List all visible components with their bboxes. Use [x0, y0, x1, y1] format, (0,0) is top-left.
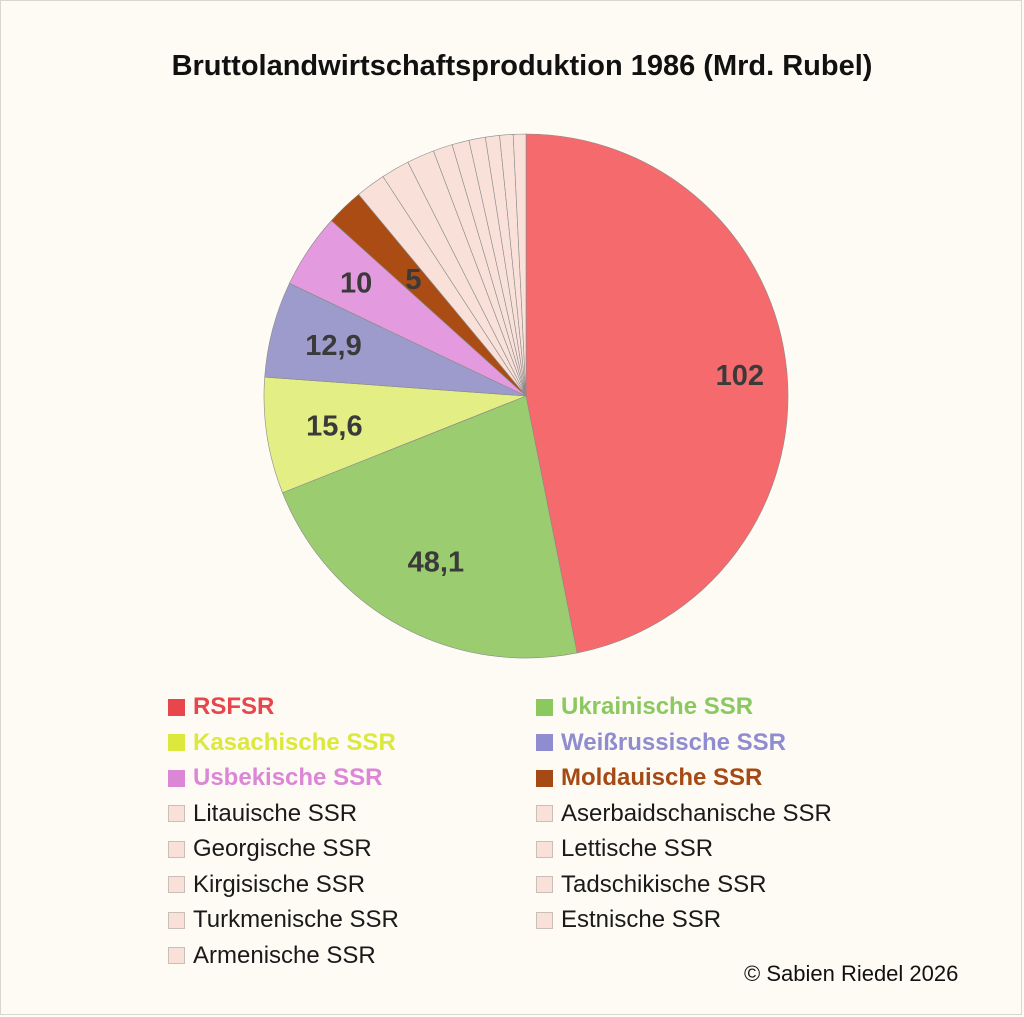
- legend-item: Tadschikische SSR: [536, 871, 766, 899]
- legend-swatch: [536, 698, 553, 716]
- legend-swatch: [168, 769, 185, 787]
- legend-swatch: [536, 805, 553, 822]
- legend-item: Usbekische SSR: [168, 764, 382, 792]
- legend-item: Kirgisische SSR: [168, 871, 365, 899]
- legend-item: Georgische SSR: [168, 835, 372, 863]
- data-label-2: 15,6: [306, 411, 362, 443]
- legend-item: Weißrussische SSR: [536, 729, 786, 757]
- legend-swatch: [168, 734, 185, 751]
- legend-item: Moldauische SSR: [536, 764, 762, 792]
- legend-item: RSFSR: [168, 693, 274, 721]
- legend-item: Turkmenische SSR: [168, 906, 399, 934]
- legend-swatch: [168, 840, 185, 858]
- pie-slice-14: [512, 133, 527, 397]
- pie-slice-1: [282, 395, 578, 659]
- legend-swatch: [536, 840, 553, 858]
- legend-label: Turkmenische SSR: [193, 906, 399, 933]
- pie-slice-2: [263, 376, 527, 494]
- legend-label: Weißrussische SSR: [561, 728, 786, 756]
- pie-slice-0: [525, 133, 789, 654]
- legend-item: Kasachische SSR: [168, 729, 396, 757]
- legend-item: Aserbaidschanische SSR: [536, 800, 832, 828]
- legend-label: Moldauische SSR: [561, 764, 763, 791]
- legend-swatch: [168, 947, 185, 964]
- legend-item: Ukrainische SSR: [536, 693, 753, 721]
- legend-swatch: [536, 876, 553, 893]
- legend-label: Estnische SSR: [561, 906, 722, 933]
- legend-label: Ukrainische SSR: [561, 693, 754, 720]
- data-label-0: 102: [716, 360, 764, 392]
- legend-label: Litauische SSR: [193, 799, 358, 827]
- legend-label: Tadschikische SSR: [561, 870, 767, 898]
- chart-title: Bruttolandwirtschaftsproduktion 1986 (Mr…: [171, 50, 873, 82]
- legend-label: Kirgisische SSR: [193, 870, 366, 898]
- legend-swatch: [536, 734, 553, 751]
- legend-swatch: [168, 911, 185, 929]
- legend-item: Lettische SSR: [536, 835, 713, 863]
- legend-label: Lettische SSR: [561, 835, 714, 862]
- legend-item: Litauische SSR: [168, 800, 357, 828]
- legend-label: Georgische SSR: [193, 835, 372, 862]
- data-label-1: 48,1: [408, 547, 464, 579]
- data-label-5: 5: [405, 264, 421, 296]
- legend-label: RSFSR: [193, 693, 275, 720]
- pie-chart: 102 48,1 15,6 12,9 10 5: [263, 133, 789, 659]
- legend-item: Estnische SSR: [536, 906, 721, 934]
- data-label-4: 10: [340, 267, 372, 299]
- legend-swatch: [168, 876, 185, 893]
- legend-item: Armenische SSR: [168, 942, 376, 970]
- legend-label: Usbekische SSR: [193, 764, 383, 791]
- legend-label: Kasachische SSR: [193, 728, 396, 756]
- legend-swatch: [168, 805, 185, 822]
- legend-swatch: [168, 698, 185, 716]
- legend-swatch: [536, 911, 553, 929]
- data-label-3: 12,9: [305, 330, 361, 362]
- legend-label: Armenische SSR: [193, 941, 376, 969]
- copyright-note: © Sabien Riedel 2026: [744, 961, 959, 986]
- legend-swatch: [536, 769, 553, 787]
- legend-label: Aserbaidschanische SSR: [561, 799, 832, 827]
